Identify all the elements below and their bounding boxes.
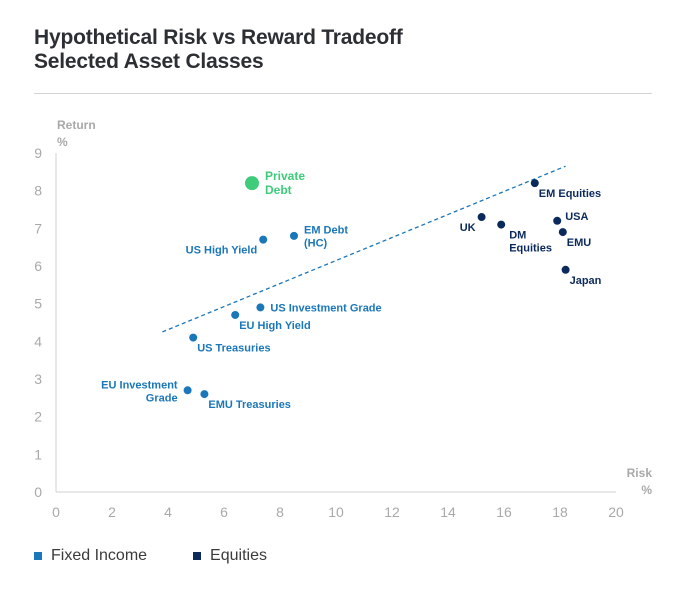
y-axis-title: Return%	[57, 118, 96, 149]
chart-title-line1: Hypothetical Risk vs Reward Tradeoff	[34, 26, 403, 49]
y-tick-label-7: 7	[34, 220, 42, 236]
x-tick-label-10: 10	[328, 504, 344, 520]
legend-swatch-equities	[193, 552, 202, 560]
y-tick-label-9: 9	[34, 145, 42, 161]
y-tick-label-2: 2	[34, 409, 42, 425]
point-japan	[561, 265, 570, 274]
x-tick-label-20: 20	[608, 504, 624, 520]
point-private-debt	[245, 176, 259, 191]
point-label-dm-equities: DM Equities	[509, 230, 552, 255]
point-label-em-debt-hc: EM Debt (HC)	[304, 224, 348, 249]
y-tick-label-6: 6	[34, 258, 42, 274]
point-label-eu-investment-grade: EU Investment Grade	[101, 379, 178, 404]
x-tick-label-18: 18	[552, 504, 568, 520]
x-tick-label-2: 2	[108, 504, 116, 520]
point-dm-equities	[497, 220, 506, 229]
chart-title-line2: Selected Asset Classes	[34, 50, 264, 73]
x-tick-label-14: 14	[440, 504, 456, 520]
y-tick-label-5: 5	[34, 296, 42, 312]
x-tick-label-0: 0	[52, 504, 60, 520]
point-label-emu: EMU	[567, 237, 592, 249]
x-tick-label-16: 16	[496, 504, 512, 520]
legend-label-equities: Equities	[210, 547, 267, 564]
point-us-investment-grade	[256, 303, 265, 312]
x-tick-label-8: 8	[276, 504, 284, 520]
point-label-private-debt: Private Debt	[265, 169, 305, 197]
point-eu-investment-grade	[183, 386, 192, 395]
point-us-treasuries	[189, 333, 198, 342]
point-label-emu-treasuries: EMU Treasuries	[208, 399, 291, 411]
point-label-japan: Japan	[570, 275, 602, 287]
point-uk	[477, 213, 486, 222]
legend: Fixed Income Equities	[34, 547, 313, 565]
point-label-us-high-yield: US High Yield	[186, 245, 258, 257]
point-eu-high-yield	[231, 310, 240, 319]
legend-swatch-fixed-income	[34, 552, 42, 560]
point-label-uk: UK	[460, 222, 476, 234]
title-divider	[34, 93, 652, 94]
x-axis-title: Risk%	[627, 466, 653, 497]
point-label-usa: USA	[565, 211, 588, 223]
point-label-em-equities: EM Equities	[539, 188, 601, 200]
y-tick-label-4: 4	[34, 333, 42, 349]
legend-label-fixed-income: Fixed Income	[51, 547, 148, 564]
x-tick-label-6: 6	[220, 504, 228, 520]
point-usa	[553, 216, 562, 225]
y-tick-label-3: 3	[34, 371, 42, 387]
point-label-us-investment-grade: US Investment Grade	[270, 302, 381, 314]
chart-title: Hypothetical Risk vs Reward Tradeoff Sel…	[34, 26, 403, 74]
point-emu-treasuries	[200, 390, 209, 399]
y-tick-label-8: 8	[34, 183, 42, 199]
x-tick-label-12: 12	[384, 504, 400, 520]
point-emu	[558, 228, 567, 237]
point-us-high-yield	[259, 235, 268, 244]
legend-item-fixed-income: Fixed Income	[34, 547, 147, 565]
point-em-debt-hc	[290, 231, 298, 240]
trend-line	[162, 165, 566, 333]
point-label-eu-high-yield: EU High Yield	[239, 320, 311, 332]
y-tick-label-1: 1	[34, 446, 42, 462]
x-tick-label-4: 4	[164, 504, 172, 520]
point-label-us-treasuries: US Treasuries	[197, 343, 270, 355]
legend-item-equities: Equities	[193, 547, 267, 565]
y-tick-label-0: 0	[34, 484, 42, 500]
point-em-equities	[530, 179, 539, 188]
